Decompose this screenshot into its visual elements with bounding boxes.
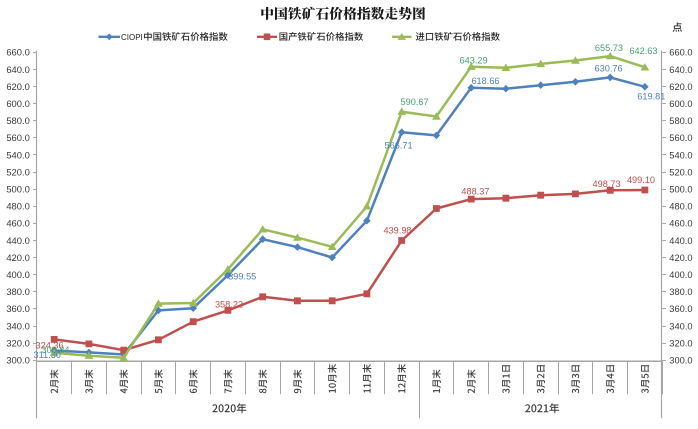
svg-text:320.0: 320.0 [669,338,692,348]
svg-text:560.0: 560.0 [669,133,692,143]
svg-text:420.0: 420.0 [669,253,692,263]
svg-text:640.0: 640.0 [669,65,692,75]
svg-text:540.0: 540.0 [669,150,692,160]
svg-text:360.0: 360.0 [6,303,29,314]
svg-text:311.30: 311.30 [34,350,61,360]
svg-text:400.0: 400.0 [669,270,692,280]
svg-text:630.76: 630.76 [595,64,623,74]
svg-text:380.0: 380.0 [669,287,692,297]
svg-text:CIOPI: CIOPI [121,33,143,42]
svg-text:499.10: 499.10 [627,175,655,185]
svg-text:440.0: 440.0 [6,235,29,246]
svg-text:580.0: 580.0 [6,115,29,126]
svg-text:520.0: 520.0 [6,166,29,177]
svg-text:324.36: 324.36 [36,340,64,350]
svg-text:320.0: 320.0 [6,337,29,348]
svg-text:640.0: 640.0 [6,64,29,75]
svg-text:618.66: 618.66 [471,76,499,86]
svg-text:488.37: 488.37 [461,187,489,197]
svg-text:498.73: 498.73 [593,179,621,189]
svg-text:440.0: 440.0 [669,236,692,246]
svg-text:643.29: 643.29 [460,55,488,65]
svg-text:660.0: 660.0 [6,47,29,58]
svg-text:566.71: 566.71 [385,141,413,151]
svg-text:520.0: 520.0 [669,167,692,177]
svg-text:590.67: 590.67 [401,97,429,107]
svg-text:580.0: 580.0 [669,116,692,126]
svg-text:308.84: 308.84 [41,345,69,355]
svg-text:500.0: 500.0 [669,185,692,195]
svg-text:560.0: 560.0 [6,132,29,143]
svg-text:400.0: 400.0 [6,269,29,280]
svg-text:358.22: 358.22 [215,300,243,310]
svg-text:380.0: 380.0 [6,286,29,297]
svg-text:620.0: 620.0 [669,82,692,92]
svg-text:480.0: 480.0 [6,201,29,212]
svg-text:300.0: 300.0 [6,355,29,366]
svg-text:360.0: 360.0 [669,304,692,314]
svg-text:619.81: 619.81 [637,92,665,102]
svg-text:340.0: 340.0 [669,321,692,331]
svg-text:439.98: 439.98 [383,225,411,235]
svg-text:480.0: 480.0 [669,202,692,212]
svg-text:340.0: 340.0 [6,320,29,331]
svg-text:460.0: 460.0 [669,219,692,229]
svg-text:600.0: 600.0 [669,99,692,109]
svg-text:655.73: 655.73 [595,43,623,53]
svg-text:540.0: 540.0 [6,149,29,160]
svg-text:660.0: 660.0 [669,48,692,58]
svg-text:460.0: 460.0 [6,218,29,229]
svg-text:620.0: 620.0 [6,81,29,92]
svg-text:500.0: 500.0 [6,184,29,195]
svg-text:420.0: 420.0 [6,252,29,263]
svg-text:300.0: 300.0 [669,356,692,366]
svg-text:600.0: 600.0 [6,98,29,109]
svg-text:399.55: 399.55 [228,272,256,282]
svg-text:642.63: 642.63 [629,46,657,56]
